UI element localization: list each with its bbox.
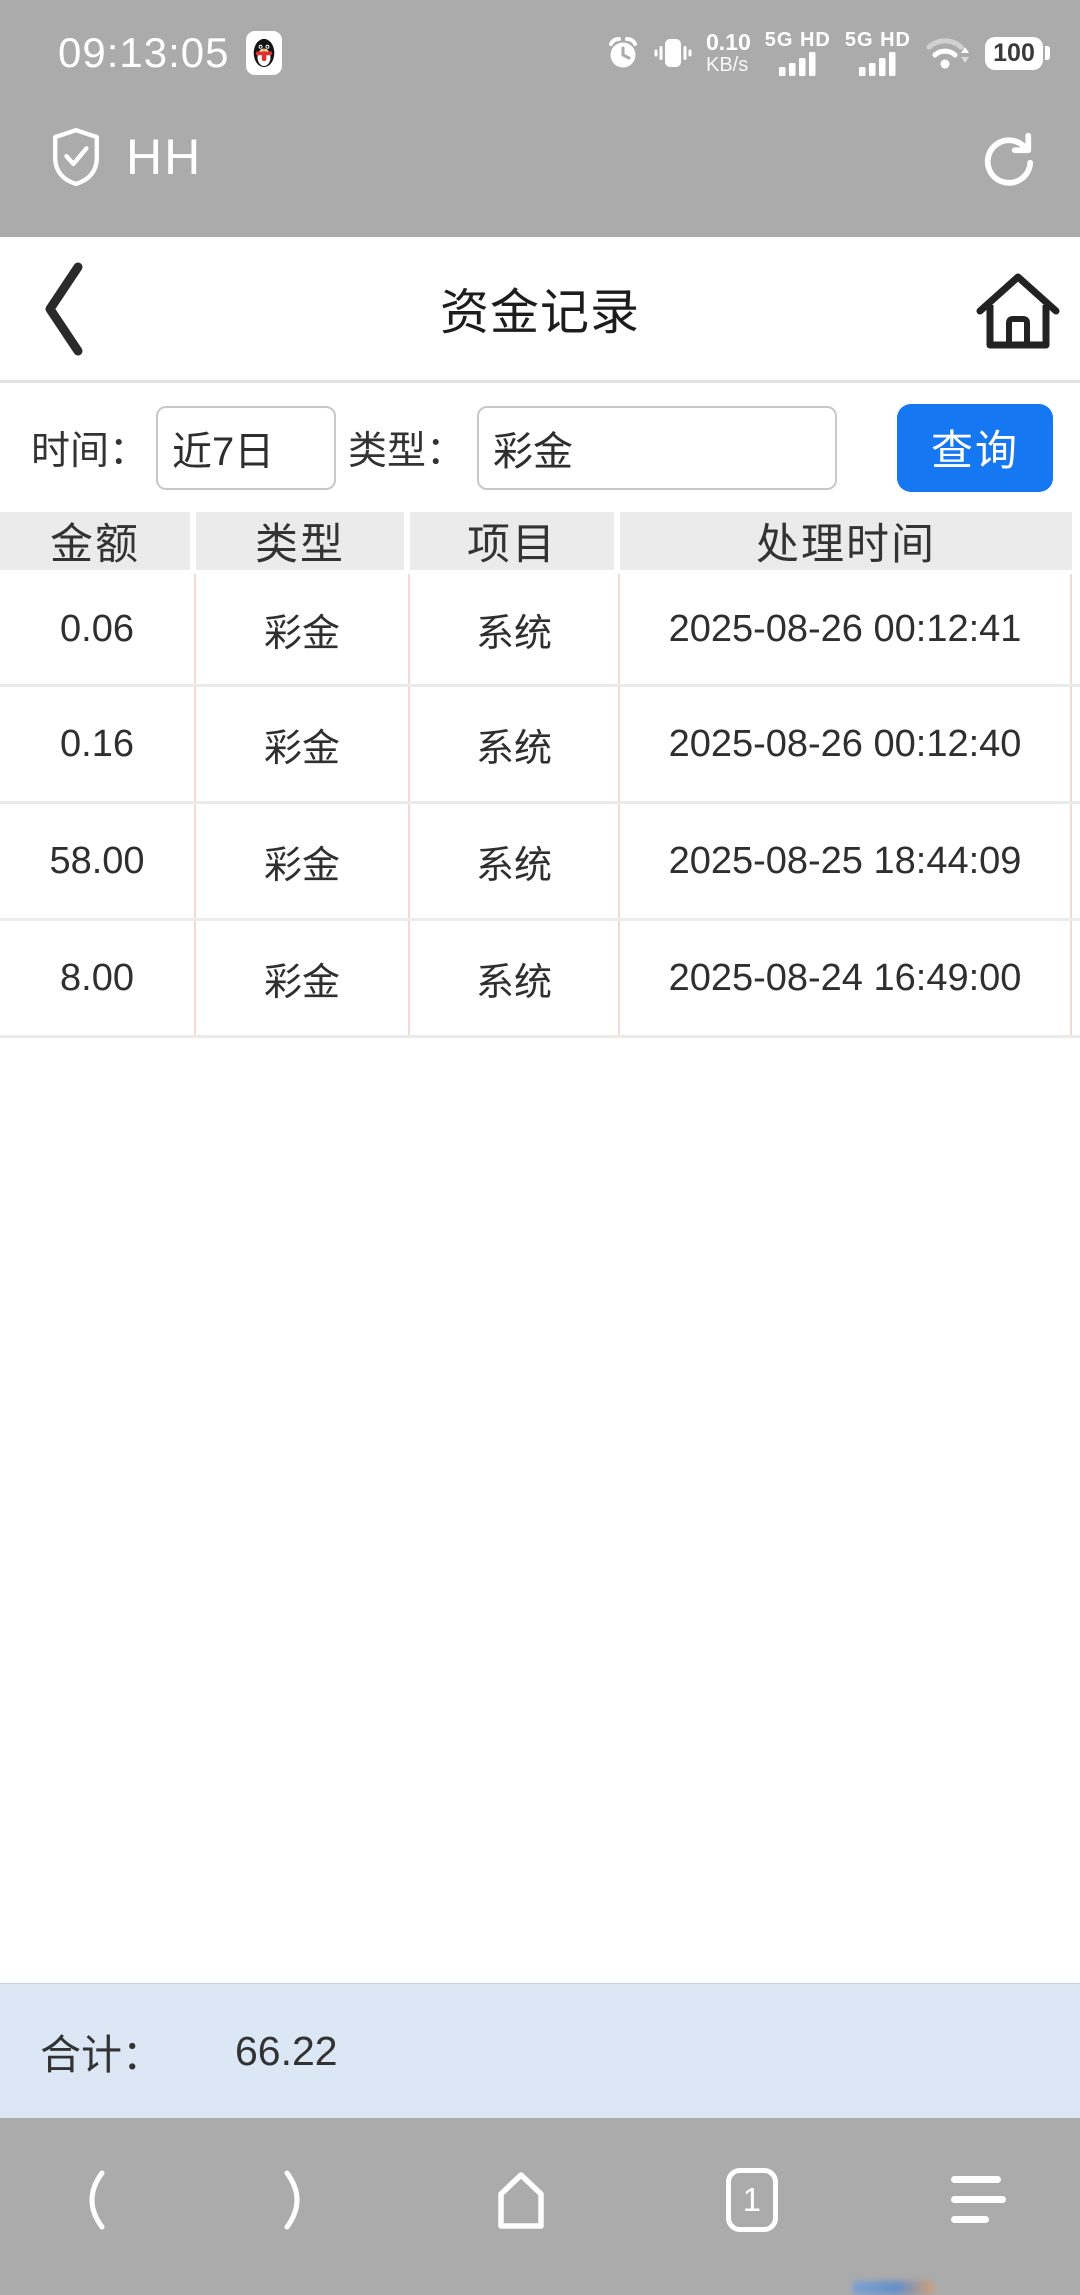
- menu-icon: [951, 2176, 1006, 2223]
- signal-sim1: 5G HD: [765, 30, 831, 76]
- time-filter-label: 时间：: [31, 429, 149, 473]
- bottom-edge-artifact: [852, 2281, 934, 2295]
- status-bar: 09:13:05: [0, 0, 1080, 92]
- network-speed: 0.10 KB/s: [705, 29, 751, 76]
- alarm-icon: [608, 37, 637, 68]
- clock-text: 09:13:05: [58, 29, 230, 76]
- table-cell: 彩金: [196, 574, 410, 684]
- app-bar: HH: [0, 92, 1080, 237]
- table-cell: 0.16: [0, 687, 196, 801]
- query-button[interactable]: 查询: [897, 403, 1053, 492]
- time-filter-input[interactable]: [156, 405, 337, 490]
- nav-back-icon: [89, 2170, 105, 2229]
- nav-menu-button[interactable]: [951, 2176, 1006, 2223]
- funds-table: 金额 类型 项目 处理时间 0.06 彩金 系统 2025-08-26 00:12:41 0.…: [0, 512, 1080, 1038]
- nav-forward-icon: [284, 2170, 300, 2229]
- table-cell: 彩金: [196, 804, 410, 918]
- nav-forward-button[interactable]: [281, 2169, 315, 2231]
- table-row: 0.16 彩金 系统 2025-08-26 00:12:40: [0, 687, 1080, 804]
- table-cell: 系统: [410, 687, 620, 801]
- table-cell: 2025-08-26 00:12:41: [620, 574, 1072, 684]
- table-cell: 系统: [410, 921, 620, 1035]
- table-cell: 彩金: [196, 687, 410, 801]
- browser-nav-bar: 1: [0, 2118, 1080, 2295]
- total-label: 合计：: [40, 2032, 163, 2078]
- empty-area: [0, 1038, 1080, 1983]
- back-chevron-icon: [45, 262, 83, 355]
- signal-bars-icon: [858, 52, 896, 76]
- battery-level: 100: [985, 36, 1043, 70]
- nav-home-button[interactable]: [489, 2168, 553, 2232]
- table-row: 58.00 彩金 系统 2025-08-25 18:44:09: [0, 804, 1080, 921]
- table-cell: 0.06: [0, 574, 196, 684]
- table-cell: 8.00: [0, 921, 196, 1035]
- filter-bar: 时间： 类型： 查询: [0, 383, 1080, 512]
- table-cell: 2025-08-26 00:12:40: [620, 687, 1072, 801]
- table-header-cell: 项目: [410, 512, 620, 570]
- total-value: 66.22: [235, 2027, 338, 2074]
- table-cell: 系统: [410, 804, 620, 918]
- table-cell: 58.00: [0, 804, 196, 918]
- nav-back-button[interactable]: [74, 2169, 108, 2231]
- home-icon: [976, 273, 1060, 348]
- app-title: HH: [126, 128, 203, 185]
- wifi-icon: [926, 38, 969, 69]
- refresh-icon: [984, 132, 1034, 186]
- vibrate-icon: [654, 39, 692, 67]
- type-filter-label: 类型：: [348, 429, 466, 473]
- shield-check-icon: [53, 127, 99, 186]
- status-icons: 0.10 KB/s 5G HD 5G HD: [606, 30, 1050, 76]
- nav-home-icon: [497, 2171, 544, 2229]
- refresh-button[interactable]: [978, 126, 1036, 188]
- page-title: 资金记录: [439, 286, 640, 340]
- table-body: 0.06 彩金 系统 2025-08-26 00:12:41 0.16 彩金 系统 2025-…: [0, 570, 1080, 1038]
- table-cell: 2025-08-24 16:49:00: [620, 921, 1072, 1035]
- total-bar: 合计： 66.22: [0, 1983, 1080, 2118]
- table-header-cell: 类型: [196, 512, 410, 570]
- table-header-cell: 处理时间: [620, 512, 1072, 570]
- nav-tabs-button[interactable]: 1: [725, 2167, 778, 2232]
- table-cell: 系统: [410, 574, 620, 684]
- back-button[interactable]: [38, 259, 90, 359]
- table-cell: 彩金: [196, 921, 410, 1035]
- table-row: 0.06 彩金 系统 2025-08-26 00:12:41: [0, 570, 1080, 687]
- page-header: 资金记录: [0, 237, 1080, 383]
- tab-count-icon: 1: [725, 2167, 778, 2232]
- signal-bars-icon: [778, 52, 816, 76]
- table-header-row: 金额 类型 项目 处理时间: [0, 512, 1080, 570]
- signal-sim2: 5G HD: [845, 30, 911, 76]
- battery-icon: 100: [985, 36, 1050, 70]
- table-header-cell: 金额: [0, 512, 196, 570]
- qq-notification-icon: [245, 31, 282, 75]
- top-chrome: 09:13:05: [0, 0, 1080, 237]
- table-row: 8.00 彩金 系统 2025-08-24 16:49:00: [0, 921, 1080, 1038]
- type-filter-input[interactable]: [477, 405, 838, 490]
- home-button[interactable]: [972, 263, 1064, 355]
- table-cell: 2025-08-25 18:44:09: [620, 804, 1072, 918]
